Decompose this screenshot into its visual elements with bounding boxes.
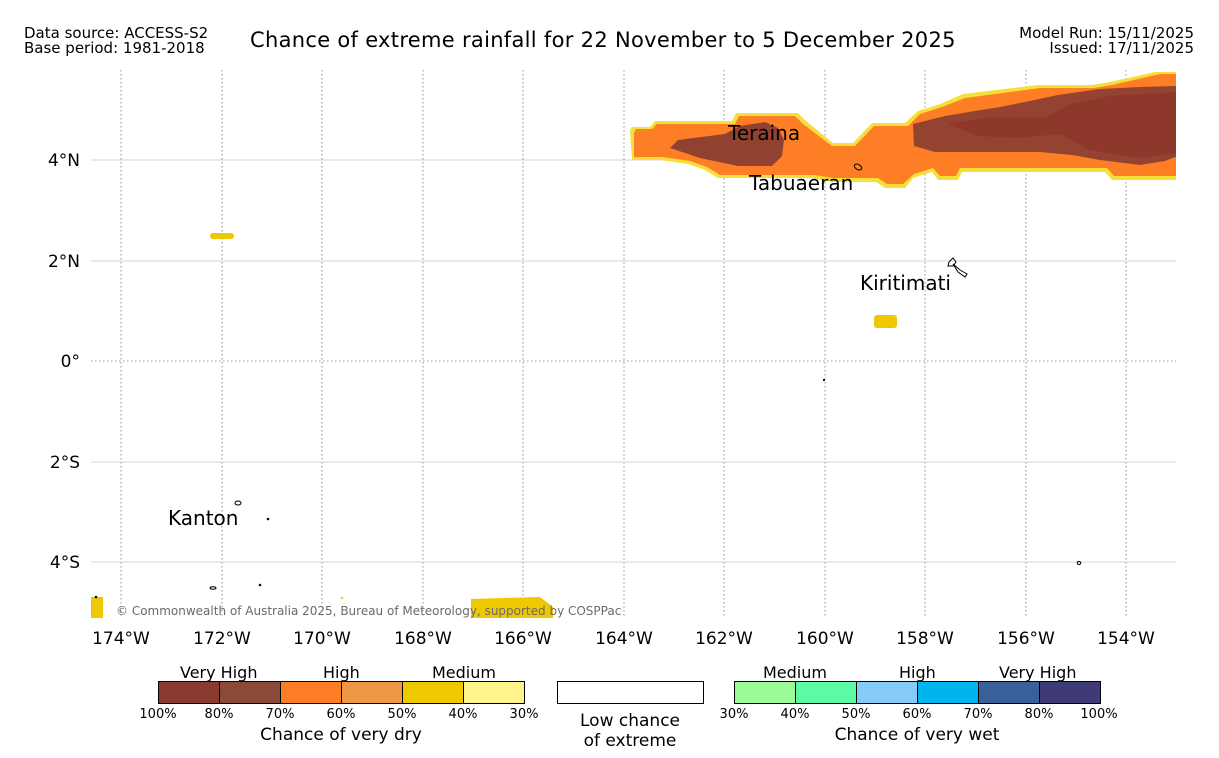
lon-label-160w: 160°W	[796, 629, 854, 649]
lat-label-4n: 4°N	[48, 151, 80, 171]
dry-tick-40: 40%	[448, 707, 478, 722]
lat-label-4s: 4°S	[50, 553, 80, 573]
lat-label-0: 0°	[61, 352, 80, 372]
wet-tick-50: 50%	[841, 707, 871, 722]
medium-dry-region-south	[471, 597, 553, 618]
medium-dry-spot-west	[91, 597, 103, 618]
dry-swatch-3	[281, 682, 342, 703]
lon-label-162w: 162°W	[695, 629, 753, 649]
dry-tick-60: 60%	[326, 707, 356, 722]
wet-group-medium: Medium	[763, 663, 827, 682]
copyright-notice: © Commonwealth of Australia 2025, Bureau…	[116, 604, 621, 618]
page-title: Chance of extreme rainfall for 22 Novemb…	[250, 28, 956, 52]
island-dot-2	[209, 586, 217, 590]
lon-label-172w: 172°W	[193, 629, 251, 649]
dry-group-high: High	[323, 663, 360, 682]
island-tabuaeran	[853, 163, 863, 171]
graticule	[91, 70, 1176, 618]
island-kanton	[234, 500, 242, 506]
island-dot-6	[94, 595, 98, 599]
issued-text: Issued: 17/11/2025	[1049, 39, 1194, 57]
wet-caption: Chance of very wet	[834, 725, 1000, 745]
wet-tick-30: 30%	[719, 707, 749, 722]
wet-swatch-6	[1040, 682, 1100, 703]
wet-group-very-high: Very High	[999, 663, 1077, 682]
island-dot-5	[1076, 561, 1082, 565]
base-period-text: Base period: 1981-2018	[24, 39, 205, 57]
extreme-dry-core-east	[948, 92, 1176, 158]
lat-label-2s: 2°S	[50, 453, 80, 473]
dry-group-medium: Medium	[432, 663, 496, 682]
place-label-tabuaeran: Tabuaeran	[748, 171, 853, 195]
dry-swatch-4	[342, 682, 403, 703]
wet-swatch-2	[796, 682, 857, 703]
dry-swatch-6	[464, 682, 524, 703]
wet-tick-80: 80%	[1024, 707, 1054, 722]
lon-label-164w: 164°W	[595, 629, 653, 649]
dry-swatch-2	[220, 682, 281, 703]
very-high-dry-region-teraina	[670, 122, 784, 166]
low-chance-line2: of extreme	[583, 731, 677, 751]
wet-tick-40: 40%	[780, 707, 810, 722]
medium-dry-spot-172w	[210, 233, 234, 239]
wet-tick-100: 100%	[1080, 707, 1118, 722]
dry-swatch-1	[159, 682, 220, 703]
wet-group-high: High	[899, 663, 936, 682]
data-source-text: Data source: ACCESS-S2	[24, 24, 209, 42]
wet-swatch-4	[918, 682, 979, 703]
place-label-kanton: Kanton	[168, 506, 238, 530]
lon-label-170w: 170°W	[293, 629, 351, 649]
dry-swatch-5	[403, 682, 464, 703]
lon-label-174w: 174°W	[92, 629, 150, 649]
lon-label-154w: 154°W	[1097, 629, 1155, 649]
lon-label-158w: 158°W	[896, 629, 954, 649]
island-dot-4	[822, 378, 826, 382]
dry-tick-50: 50%	[387, 707, 417, 722]
wet-colorbar	[734, 681, 1101, 704]
dry-group-very-high: Very High	[180, 663, 258, 682]
island-kiritimati	[947, 257, 968, 278]
dry-colorbar	[158, 681, 525, 704]
island-dot-1	[266, 517, 270, 521]
dry-caption: Chance of very dry	[260, 725, 422, 745]
dry-tick-30: 30%	[509, 707, 539, 722]
wet-tick-60: 60%	[902, 707, 932, 722]
wet-swatch-3	[857, 682, 918, 703]
islands	[94, 163, 1082, 599]
lon-label-156w: 156°W	[997, 629, 1055, 649]
place-label-teraina: Teraina	[727, 121, 800, 145]
dry-tick-100: 100%	[139, 707, 177, 722]
dry-tick-80: 80%	[204, 707, 234, 722]
island-dot-3	[258, 583, 262, 587]
model-run-text: Model Run: 15/11/2025	[1019, 24, 1194, 42]
wet-tick-70: 70%	[963, 707, 993, 722]
lat-label-2n: 2°N	[48, 252, 80, 272]
wet-swatch-5	[979, 682, 1040, 703]
wet-swatch-1	[735, 682, 796, 703]
dry-tick-70: 70%	[265, 707, 295, 722]
medium-dry-spot-kiritimati	[874, 315, 897, 328]
low-chance-swatch	[557, 681, 704, 704]
lon-label-166w: 166°W	[494, 629, 552, 649]
lon-label-168w: 168°W	[394, 629, 452, 649]
medium-dry-dot	[340, 596, 344, 600]
low-chance-line1: Low chance	[580, 711, 680, 731]
place-label-kiritimati: Kiritimati	[860, 271, 951, 295]
